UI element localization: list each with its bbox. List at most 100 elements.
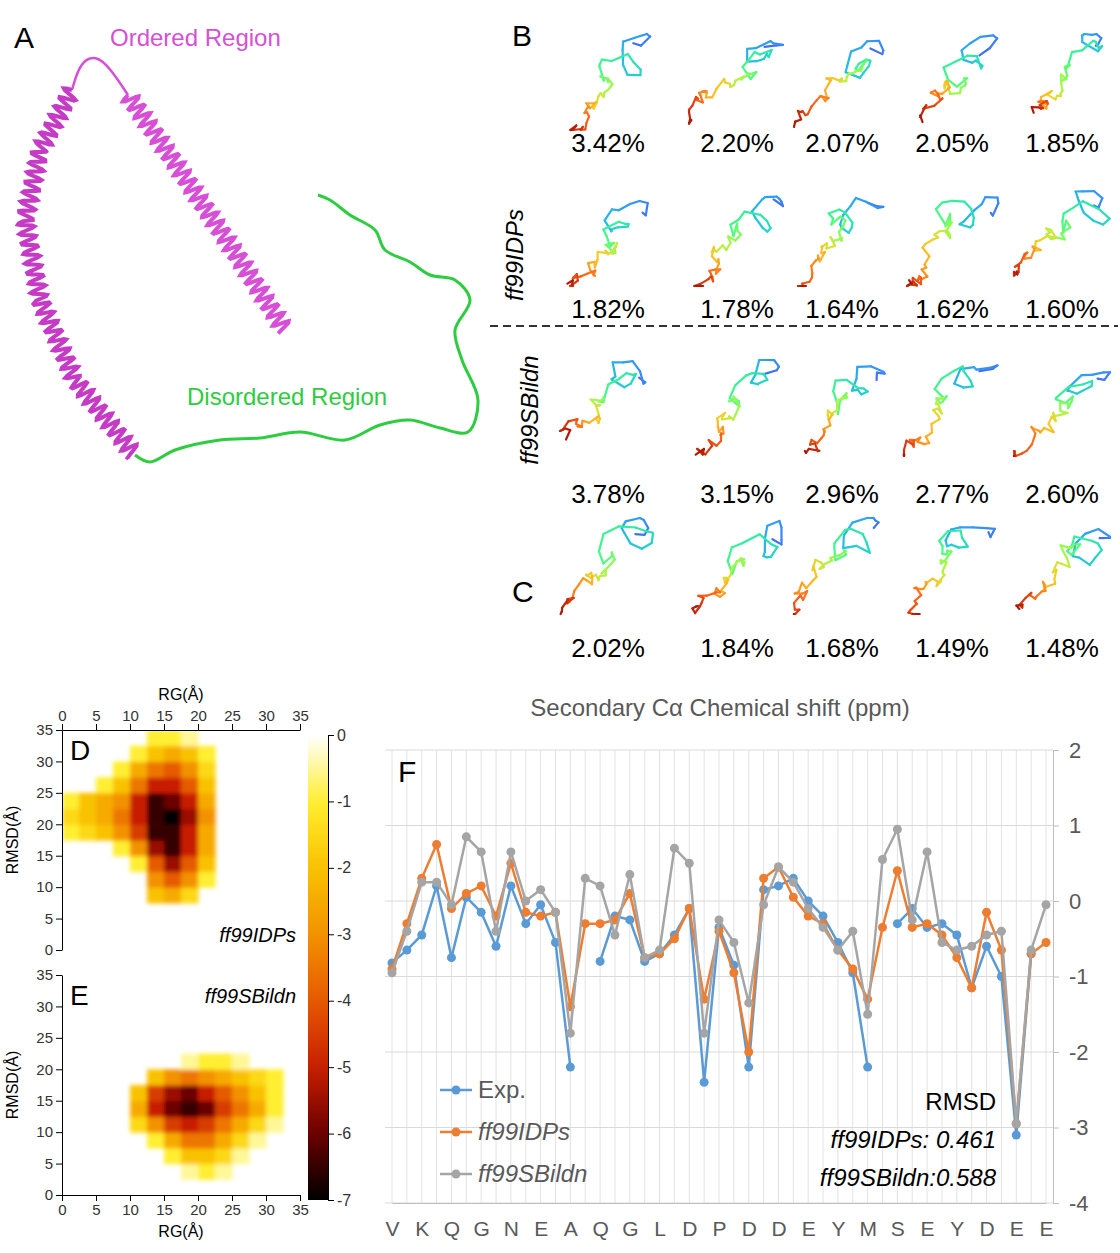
- backbone-segment: [1069, 385, 1083, 387]
- backbone-segment: [986, 527, 995, 530]
- population: 2.07%: [805, 128, 879, 158]
- point: [462, 889, 471, 898]
- cell: [147, 1085, 165, 1101]
- backbone-segment: [635, 533, 644, 536]
- tick-label: E: [1010, 1217, 1024, 1240]
- tick: 35: [292, 1195, 309, 1218]
- backbone-segment: [763, 370, 777, 374]
- backbone-segment: [870, 48, 882, 54]
- backbone-segment: [1066, 221, 1070, 228]
- structure: [694, 197, 783, 286]
- backbone-segment: [980, 48, 990, 55]
- point: [967, 983, 976, 992]
- cell: [181, 1054, 199, 1070]
- backbone-segment: [766, 359, 774, 361]
- backbone-segment: [1014, 272, 1017, 274]
- backbone-segment: [722, 418, 730, 419]
- backbone-segment: [780, 527, 782, 539]
- backbone-segment: [1083, 201, 1099, 209]
- backbone-segment: [833, 381, 835, 392]
- tick-label: P: [712, 1217, 726, 1240]
- point: [729, 938, 738, 947]
- cell: [232, 1069, 250, 1085]
- point: [848, 964, 857, 973]
- backbone-segment: [736, 406, 739, 414]
- cell: [198, 793, 216, 809]
- tick-mark: [56, 1069, 62, 1070]
- tick-label: 15: [36, 1092, 53, 1109]
- cell: [164, 793, 182, 809]
- tick-label: A: [564, 1217, 578, 1240]
- x-axis: VKQGNEAQGLDPDDEYMSEYDEE: [385, 1203, 1053, 1240]
- backbone-segment: [596, 405, 599, 415]
- backbone-segment: [720, 433, 722, 441]
- cell: [181, 761, 199, 777]
- tick-mark: [1053, 1203, 1059, 1204]
- tick-label: 10: [36, 878, 53, 895]
- backbone-segment: [1069, 52, 1072, 64]
- backbone-segment: [965, 202, 972, 209]
- tick: 5: [45, 1155, 62, 1172]
- backbone-segment: [1036, 591, 1042, 596]
- backbone-segment: [771, 547, 777, 557]
- backbone-segment: [623, 361, 632, 362]
- backbone-segment: [576, 274, 579, 281]
- tick-mark: [266, 724, 267, 730]
- cell: [147, 1132, 165, 1148]
- legend-swatch: [452, 1086, 461, 1095]
- backbone-segment: [836, 379, 847, 382]
- backbone-segment: [1065, 67, 1068, 76]
- tick-label: D: [742, 1217, 757, 1240]
- tick: -4: [1053, 1191, 1089, 1216]
- tick: D: [771, 1203, 786, 1240]
- backbone-segment: [1062, 213, 1063, 221]
- backbone-segment: [825, 80, 831, 90]
- point: [670, 934, 679, 943]
- backbone-segment: [745, 212, 761, 215]
- cell: [266, 1101, 284, 1117]
- cell: [249, 1085, 267, 1101]
- cell: [181, 746, 199, 762]
- backbone-segment: [735, 77, 743, 81]
- tick-mark: [1053, 1052, 1059, 1053]
- backbone-segment: [1060, 402, 1068, 403]
- tick: D: [742, 1203, 757, 1240]
- tick-label: -2: [1069, 1040, 1089, 1065]
- backbone-segment: [915, 595, 922, 601]
- backbone-segment: [604, 385, 609, 401]
- backbone-segment: [732, 543, 742, 547]
- backbone-segment: [1013, 455, 1015, 457]
- line-panel: Secondary Cα Chemical shift (ppm)F210-1-…: [385, 694, 1089, 1240]
- cell: [181, 1101, 199, 1117]
- tick-label: 30: [36, 753, 53, 770]
- tick-mark: [328, 1067, 334, 1068]
- cell: [164, 856, 182, 872]
- backbone-segment: [1084, 213, 1094, 221]
- backbone-segment: [701, 279, 709, 284]
- cell: [113, 761, 131, 777]
- backbone-segment: [1092, 372, 1104, 374]
- backbone-segment: [603, 526, 618, 534]
- backbone-segment: [767, 521, 779, 526]
- point: [610, 930, 619, 939]
- tick: E: [921, 1203, 935, 1240]
- backbone-segment: [962, 538, 968, 547]
- x-axis: 05101520253035: [58, 1195, 309, 1218]
- tick: Y: [831, 1203, 845, 1240]
- backbone-segment: [851, 48, 861, 52]
- cell: [181, 856, 199, 872]
- backbone-segment: [982, 197, 986, 204]
- backbone-segment: [942, 371, 954, 379]
- backbone-segment: [945, 552, 952, 562]
- grid-line-y: [385, 1052, 1053, 1053]
- backbone-segment: [618, 225, 628, 228]
- structure: [692, 521, 781, 613]
- cell: [130, 809, 148, 825]
- tick-label: Q: [444, 1217, 460, 1240]
- cell: [130, 793, 148, 809]
- cell: [181, 1116, 199, 1132]
- backbone-segment: [944, 68, 949, 80]
- point: [789, 878, 798, 887]
- tick: K: [415, 1203, 429, 1240]
- point: [462, 832, 471, 841]
